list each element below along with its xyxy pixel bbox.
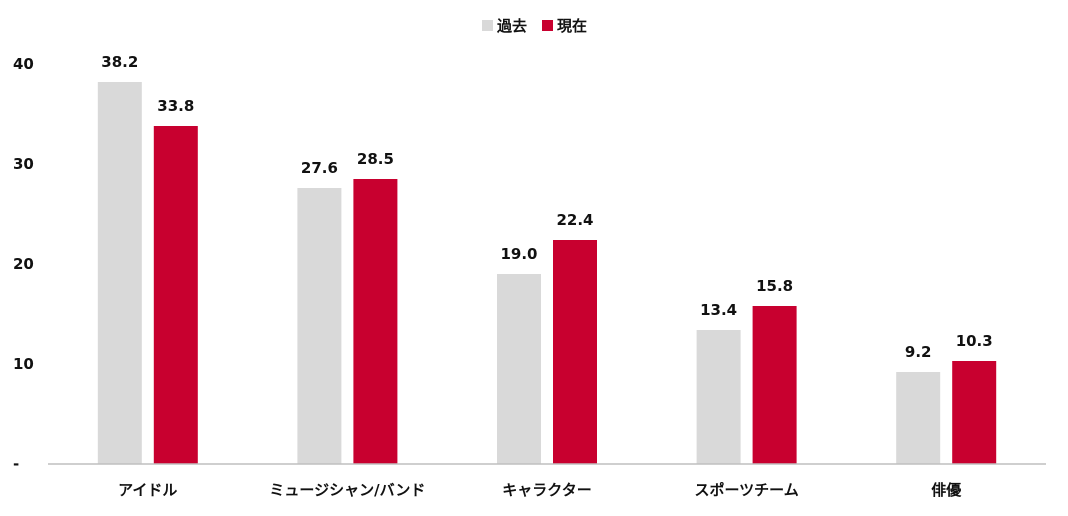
data-label: 10.3: [956, 332, 993, 350]
x-category-label: ミュージシャン/バンド: [269, 481, 425, 499]
x-category-label: スポーツチーム: [694, 481, 798, 499]
x-category-label: キャラクター: [502, 481, 591, 499]
y-axis: - 10 20 30 40: [13, 55, 34, 473]
data-label: 15.8: [756, 277, 793, 295]
bar-past: [297, 188, 342, 464]
data-label: 38.2: [101, 53, 138, 71]
x-category-label: アイドル: [118, 481, 177, 499]
y-tick-label: -: [13, 455, 19, 473]
data-label: 22.4: [556, 211, 593, 229]
bar-current: [353, 179, 398, 464]
y-tick-label: 20: [13, 255, 34, 273]
bar-past: [497, 274, 541, 464]
bar-current: [153, 126, 198, 464]
bar-current: [752, 306, 797, 464]
data-label: 27.6: [301, 159, 338, 177]
legend-swatch: [542, 20, 553, 31]
bar-past: [696, 330, 741, 464]
bar-past: [97, 82, 142, 464]
bars: [97, 82, 997, 464]
data-label: 13.4: [700, 301, 737, 319]
data-label: 19.0: [500, 245, 537, 263]
data-label: 28.5: [357, 150, 394, 168]
data-label: 9.2: [905, 343, 932, 361]
legend-swatch: [482, 20, 493, 31]
legend-label: 過去: [496, 17, 527, 35]
x-axis: アイドル ミュージシャン/バンド キャラクター スポーツチーム 俳優: [118, 481, 962, 499]
x-category-label: 俳優: [931, 481, 962, 499]
data-labels: 38.2 33.8 27.6 28.5 19.0 22.4 13.4 15.8 9.2 10.3: [101, 53, 992, 361]
legend: 過去 現在: [482, 17, 587, 35]
y-tick-label: 30: [13, 155, 34, 173]
data-label: 33.8: [157, 97, 194, 115]
bar-current: [952, 361, 997, 464]
legend-label: 現在: [557, 17, 587, 35]
bar-past: [896, 372, 941, 464]
y-tick-label: 10: [13, 355, 34, 373]
y-tick-label: 40: [13, 55, 34, 73]
bar-current: [553, 240, 597, 464]
